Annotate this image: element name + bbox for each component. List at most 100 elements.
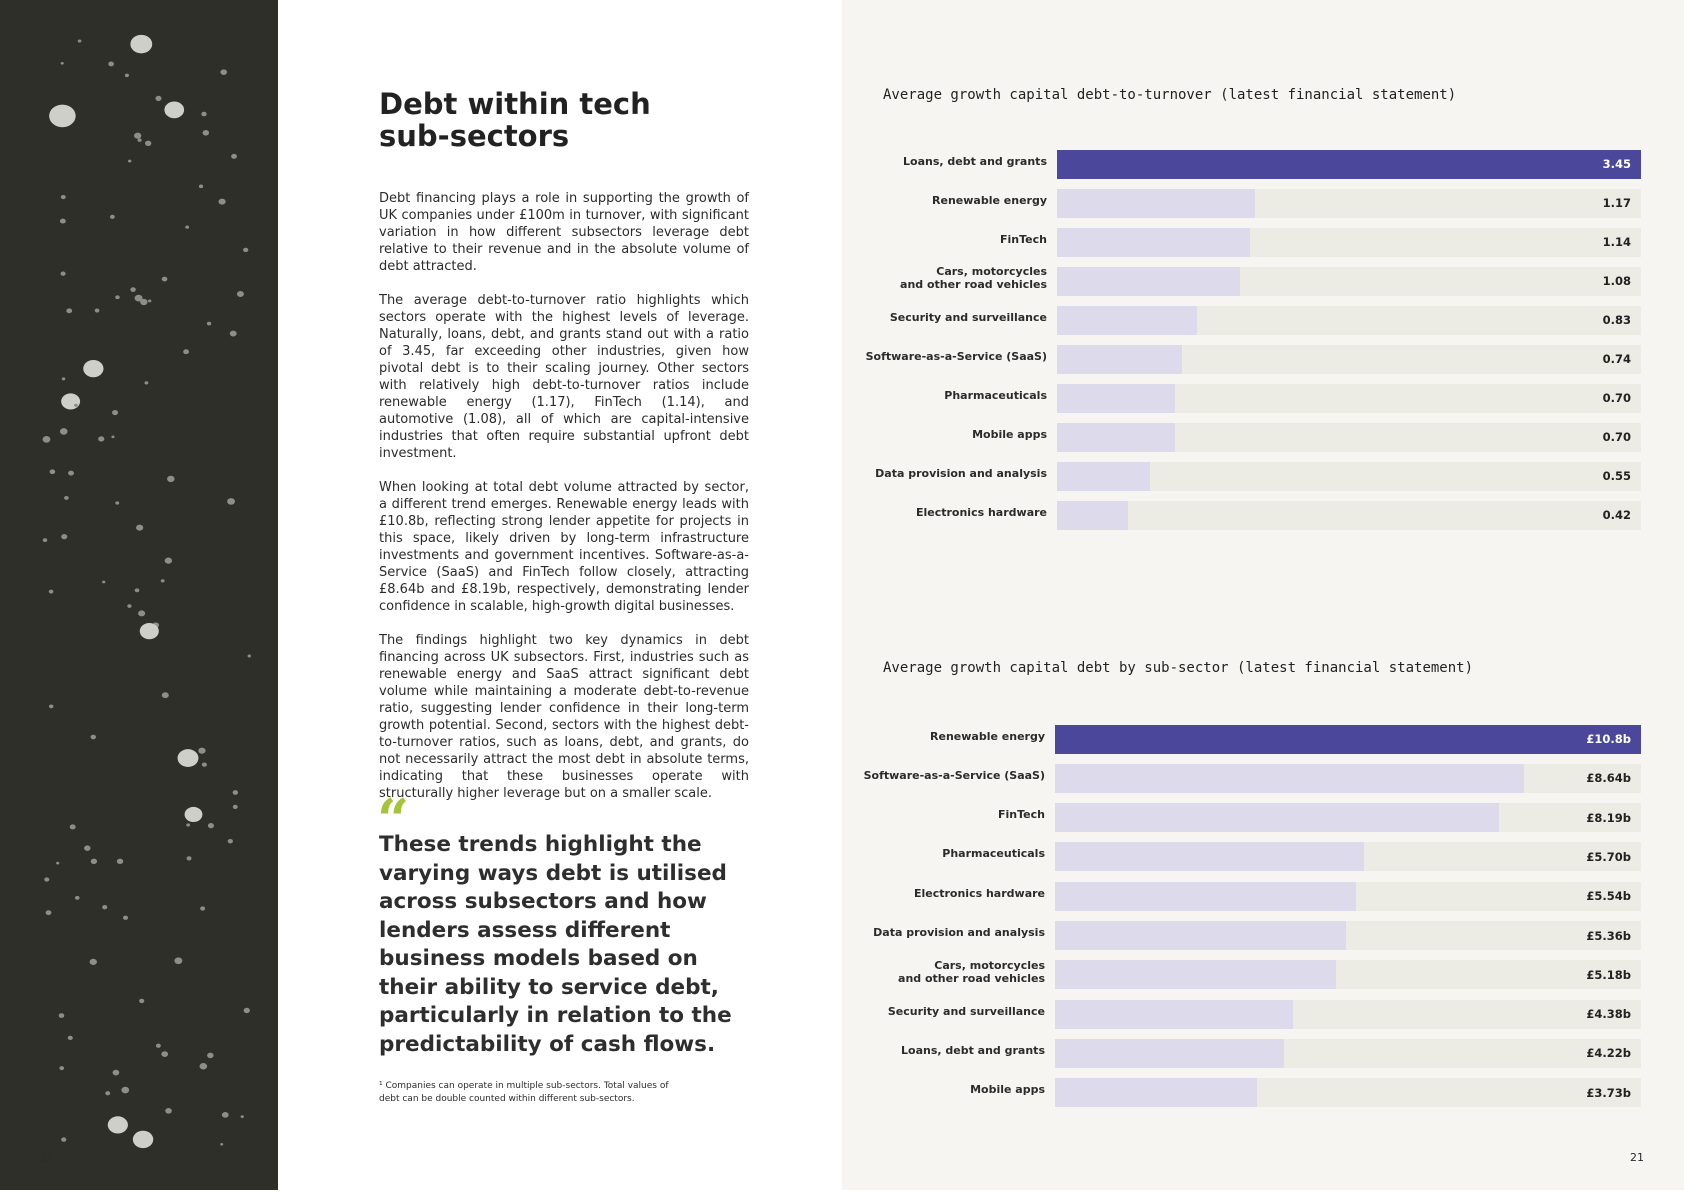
- value-label: 0.83: [1602, 313, 1631, 327]
- decor-dot: [48, 704, 54, 709]
- category-label: Loans, debt and grants: [903, 154, 1047, 168]
- decor-dot: [155, 95, 162, 101]
- decor-dot: [127, 159, 132, 163]
- decor-dot: [77, 39, 82, 43]
- decor-dot: [124, 73, 129, 78]
- value-label: 0.42: [1602, 508, 1631, 522]
- decor-dot: [174, 957, 183, 965]
- decor-dot: [98, 436, 105, 442]
- value-label: £3.73b: [1586, 1085, 1631, 1100]
- decor-dot: [60, 271, 66, 276]
- decor-dot: [164, 557, 173, 564]
- decor-dot: [177, 749, 199, 767]
- paragraph: The findings highlight two key dynamics …: [379, 633, 749, 801]
- bar: [1057, 149, 1641, 179]
- decor-dot: [67, 1035, 73, 1041]
- value-label: 0.55: [1602, 469, 1631, 483]
- decor-dot: [229, 330, 237, 337]
- bar: [1057, 305, 1198, 335]
- paragraph: When looking at total debt volume attrac…: [379, 480, 749, 614]
- paragraph: The average debt-to-turnover ratio highl…: [379, 293, 749, 461]
- decor-dot: [148, 299, 152, 303]
- category-label: FinTech: [998, 808, 1045, 822]
- decor-dot: [105, 1091, 111, 1096]
- value-label: £5.54b: [1586, 889, 1631, 904]
- decor-dot: [139, 623, 159, 640]
- decor-dot: [59, 428, 68, 435]
- decor-dot: [59, 218, 66, 224]
- paragraph: Debt financing plays a role in supportin…: [379, 191, 749, 274]
- decor-dot: [184, 806, 203, 823]
- decor-dot: [199, 1063, 208, 1070]
- decor-dot: [133, 132, 142, 139]
- decor-dot: [144, 381, 149, 385]
- value-label: 1.14: [1602, 235, 1631, 249]
- decor-dot: [44, 877, 50, 882]
- decor-dot: [102, 580, 106, 584]
- bar: [1055, 921, 1346, 950]
- value-label: 1.17: [1602, 196, 1631, 210]
- bar-track: [1057, 500, 1641, 530]
- decor-dot: [220, 1142, 224, 1146]
- bar: [1055, 881, 1356, 911]
- decor-dot: [220, 69, 228, 75]
- decor-dot: [107, 1116, 128, 1134]
- decor-dot: [155, 1043, 161, 1048]
- chart-title: Average growth capital debt-to-turnover …: [883, 87, 1457, 103]
- bar: [1057, 227, 1250, 257]
- decor-dot: [84, 845, 91, 851]
- decor-dot: [207, 1052, 214, 1059]
- decor-dot: [60, 194, 66, 200]
- category-label: Software-as-a-Service (SaaS): [863, 768, 1045, 782]
- decor-dot: [58, 1013, 65, 1018]
- decor-dot: [112, 1069, 120, 1076]
- decor-dot: [61, 393, 81, 410]
- category-label: Security and surveillance: [889, 310, 1047, 324]
- value-label: £5.70b: [1586, 849, 1631, 864]
- decor-dot: [68, 470, 74, 476]
- decor-dot: [110, 214, 115, 219]
- decor-dot: [140, 298, 148, 306]
- value-label: 0.70: [1602, 391, 1631, 405]
- decor-dot: [164, 101, 185, 119]
- decor-dot: [112, 409, 119, 416]
- decor-dot: [236, 290, 244, 297]
- bar: [1055, 842, 1365, 872]
- body-text: Debt financing plays a role in supportin…: [379, 190, 749, 819]
- category-label: Mobile apps: [970, 1083, 1045, 1097]
- category-label: Renewable energy: [930, 729, 1045, 743]
- bar: [1057, 383, 1176, 413]
- value-label: £8.64b: [1586, 771, 1631, 786]
- bar: [1057, 461, 1151, 491]
- decor-dot: [136, 524, 144, 531]
- bar: [1055, 763, 1524, 793]
- decor-dot: [161, 692, 169, 699]
- decor-dot: [74, 403, 78, 407]
- decor-dot: [134, 588, 140, 593]
- value-label: 0.70: [1602, 430, 1631, 444]
- decor-dots: [42, 34, 251, 1149]
- bar: [1055, 960, 1337, 990]
- category-label: Renewable energy: [932, 193, 1047, 207]
- decor-dot: [240, 1115, 244, 1118]
- decor-dot: [45, 910, 52, 916]
- decor-dot: [130, 287, 136, 292]
- decor-dot: [247, 654, 251, 658]
- value-label: £5.18b: [1586, 967, 1631, 982]
- decor-dot: [130, 34, 153, 54]
- bar: [1057, 188, 1256, 218]
- decor-dot: [139, 998, 145, 1004]
- category-label: Security and surveillance: [887, 1004, 1045, 1018]
- decor-dot: [221, 1111, 229, 1118]
- category-label: Cars, motorcycles and other road vehicle…: [898, 958, 1045, 985]
- decor-dot: [90, 734, 97, 740]
- decor-dot: [94, 308, 100, 313]
- decor-dot: [64, 495, 69, 500]
- decor-dot: [42, 538, 48, 542]
- page-number: 21: [1630, 1151, 1644, 1164]
- left-page: [278, 0, 842, 1190]
- category-label: Cars, motorcycles and other road vehicle…: [900, 265, 1047, 291]
- category-label: Data provision and analysis: [875, 466, 1047, 480]
- bar: [1057, 500, 1129, 530]
